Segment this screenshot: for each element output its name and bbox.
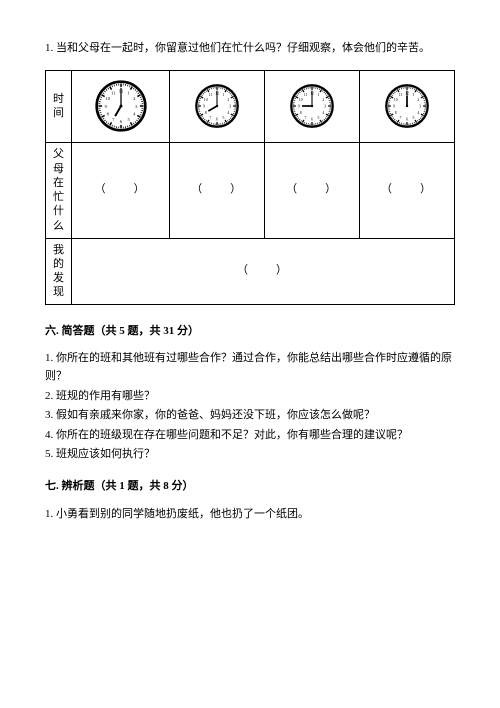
busy-cell-0: （ ） (72, 142, 170, 238)
clock-cell-2: 123456789101112 (265, 70, 360, 142)
paren-blank: （ ） (95, 183, 147, 195)
svg-text:10: 10 (105, 96, 110, 101)
svg-text:11: 11 (209, 93, 213, 97)
svg-text:2: 2 (228, 98, 230, 102)
table-row-finding: 我的发现 （ ） (46, 238, 455, 304)
paren-blank: （ ） (237, 264, 289, 276)
finding-cell: （ ） (72, 238, 455, 304)
intro-number: 1. (45, 42, 53, 54)
svg-text:9: 9 (203, 105, 205, 109)
svg-text:5: 5 (223, 116, 225, 120)
q-item: 5. 班规应该如何执行？ (45, 446, 455, 464)
row-label-busy: 父母在忙什么 (46, 142, 72, 238)
svg-text:11: 11 (399, 93, 403, 97)
svg-text:1: 1 (413, 93, 415, 97)
section7-list: 1. 小勇看到别的同学随地扔废纸，他也扔了一个纸团。 (45, 506, 455, 524)
svg-text:3: 3 (324, 105, 326, 109)
intro-paragraph: 1. 当和父母在一起时，你留意过他们在忙什么吗？仔细观察，体会他们的辛苦。 (45, 40, 455, 58)
svg-text:1: 1 (223, 93, 225, 97)
busy-cell-3: （ ） (360, 142, 455, 238)
paren-blank: （ ） (191, 183, 243, 195)
svg-text:11: 11 (304, 93, 308, 97)
row-label-finding: 我的发现 (46, 238, 72, 304)
svg-text:5: 5 (318, 116, 320, 120)
svg-text:10: 10 (394, 98, 398, 102)
svg-text:7: 7 (400, 116, 402, 120)
svg-text:6: 6 (406, 118, 408, 122)
intro-text: 当和父母在一起时，你留意过他们在忙什么吗？仔细观察，体会他们的辛苦。 (56, 42, 430, 54)
svg-text:4: 4 (322, 111, 324, 115)
clock-cell-3: 123456789101112 (360, 70, 455, 142)
q-item: 3. 假如有亲戚来你家，你的爸爸、妈妈还没下班，你应该怎么做呢？ (45, 407, 455, 425)
section7-title: 七. 辨析题（共 1 题，共 8 分） (45, 478, 455, 496)
svg-text:4: 4 (228, 111, 230, 115)
svg-text:9: 9 (393, 105, 395, 109)
svg-text:2: 2 (133, 96, 135, 101)
clock-cell-0: 123456789101112 (72, 70, 170, 142)
paren-blank: （ ） (381, 183, 433, 195)
svg-text:6: 6 (311, 118, 313, 122)
table-row-time: 时间 123456789101112 123456789101112 12345… (46, 70, 455, 142)
svg-text:7: 7 (210, 116, 212, 120)
svg-text:3: 3 (419, 105, 421, 109)
section6-title: 六. 简答题（共 5 题，共 31 分） (45, 323, 455, 341)
section6-list: 1. 你所在的班和其他班有过哪些合作？通过合作，你能总结出哪些合作时应遵循的原则… (45, 350, 455, 464)
svg-text:4: 4 (417, 111, 419, 115)
row-label-time: 时间 (46, 70, 72, 142)
svg-text:11: 11 (111, 91, 115, 96)
busy-cell-1: （ ） (170, 142, 265, 238)
busy-cell-2: （ ） (265, 142, 360, 238)
svg-text:5: 5 (413, 116, 415, 120)
svg-text:7: 7 (305, 116, 307, 120)
svg-text:2: 2 (322, 98, 324, 102)
svg-text:8: 8 (205, 111, 207, 115)
q-item: 1. 你所在的班和其他班有过哪些合作？通过合作，你能总结出哪些合作时应遵循的原则… (45, 350, 455, 385)
svg-text:2: 2 (417, 98, 419, 102)
table-row-busy: 父母在忙什么 （ ） （ ） （ ） （ ） (46, 142, 455, 238)
q-item: 1. 小勇看到别的同学随地扔废纸，他也扔了一个纸团。 (45, 506, 455, 524)
svg-text:10: 10 (299, 98, 303, 102)
svg-text:1: 1 (127, 91, 129, 96)
svg-text:9: 9 (298, 105, 300, 109)
paren-blank: （ ） (286, 183, 338, 195)
q-item: 2. 班规的作用有哪些？ (45, 388, 455, 406)
clock-cell-1: 123456789101112 (170, 70, 265, 142)
svg-text:10: 10 (204, 98, 208, 102)
svg-text:6: 6 (216, 118, 218, 122)
svg-text:8: 8 (395, 111, 397, 115)
svg-text:3: 3 (229, 105, 231, 109)
q-item: 4. 你所在的班级现在存在哪些问题和不足？对此，你有哪些合理的建议呢？ (45, 427, 455, 445)
svg-text:8: 8 (300, 111, 302, 115)
observation-table: 时间 123456789101112 123456789101112 12345… (45, 70, 455, 305)
svg-text:1: 1 (318, 93, 320, 97)
